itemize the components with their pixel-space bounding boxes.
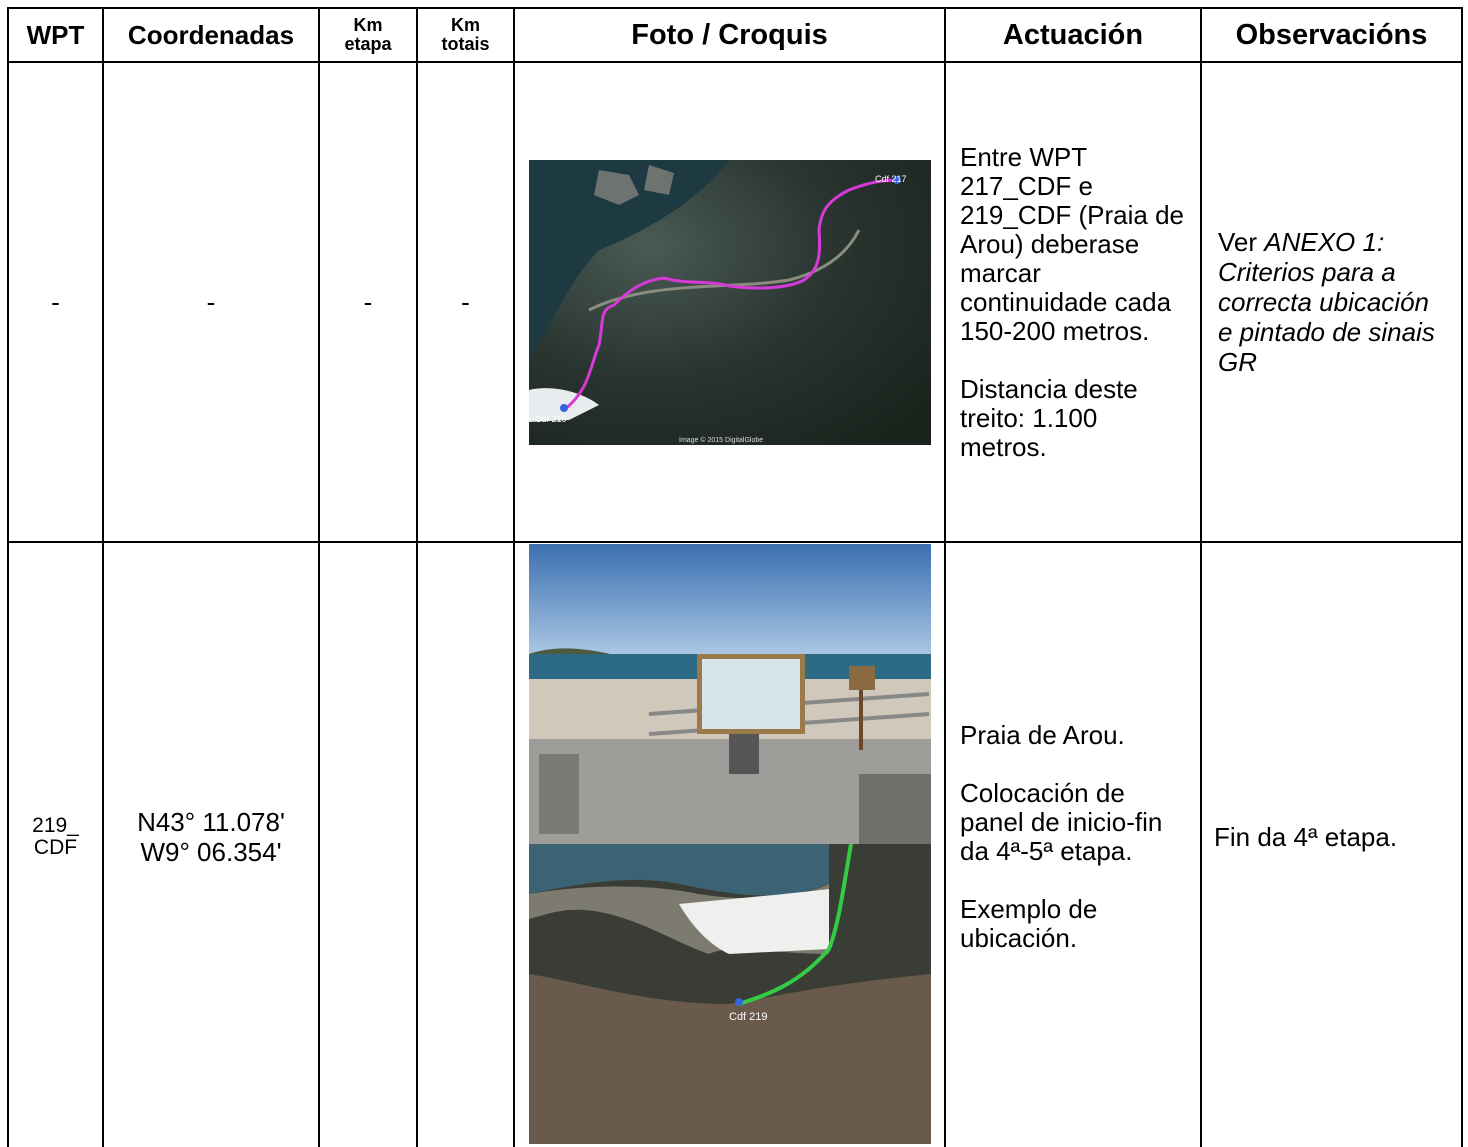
- route-map: Cdf 217 Cdf 219 Image © 2015 DigitalGlob…: [529, 159, 931, 445]
- cell: -: [7, 61, 104, 543]
- photo-cell: Cdf 219: [513, 541, 946, 1147]
- cell: [416, 541, 515, 1147]
- map-label: Cdf 219: [729, 1011, 768, 1023]
- map-label: Cdf 219: [535, 414, 567, 424]
- header-cell: WPT: [7, 7, 104, 63]
- cell: Fin da 4ª etapa.: [1200, 541, 1463, 1147]
- page: WPT Coordenadas Km etapa Km totais Foto / …: [7, 7, 1463, 1147]
- header-cell: Observacións: [1200, 7, 1463, 63]
- header-text: totais: [441, 34, 490, 54]
- route-map: Cdf 219: [529, 844, 931, 1144]
- header-cell: Km etapa: [318, 7, 418, 63]
- header-text: Km: [353, 15, 383, 35]
- row: - - - - Cdf 217 Cdf 219 Image © 2015 Dig…: [7, 61, 1463, 543]
- cell: Entre WPT 217_CDF e 219_CDF (Praia de Ar…: [944, 61, 1202, 543]
- header-cell: Actuación: [944, 7, 1202, 63]
- paragraph: Distancia deste treito: 1.100 metros.: [960, 373, 1138, 462]
- text: Ver: [1218, 227, 1265, 257]
- map-label: Image © 2015 DigitalGlobe: [679, 436, 763, 444]
- cell: -: [416, 61, 515, 543]
- header-cell: Foto / Croquis: [513, 7, 946, 63]
- cell: N43° 11.078' W9° 06.354': [102, 541, 320, 1147]
- cell: 219_ CDF: [7, 541, 104, 1147]
- photo-cell: Cdf 217 Cdf 219 Image © 2015 DigitalGlob…: [513, 61, 946, 543]
- header-cell: Km totais: [416, 7, 515, 63]
- header-text: etapa: [344, 34, 392, 54]
- cell: Ver ANEXO 1: Criterios para a correcta u…: [1200, 61, 1463, 543]
- paragraph: Entre WPT 217_CDF e 219_CDF (Praia de Ar…: [960, 141, 1184, 346]
- row: 219_ CDF N43° 11.078' W9° 06.354' Cdf 219 …: [7, 541, 1463, 1147]
- text: N43° 11.078': [137, 807, 285, 837]
- cell: -: [102, 61, 320, 543]
- paragraph: Exemplo de ubicación.: [960, 894, 1098, 953]
- header-cell: Coordenadas: [102, 7, 320, 63]
- waypoint-table: WPT Coordenadas Km etapa Km totais Foto / …: [7, 7, 1463, 1147]
- photo: [529, 544, 931, 844]
- text: 219_: [32, 814, 79, 837]
- cell: Praia de Arou. Colocación de panel de ini…: [944, 541, 1202, 1147]
- cell: [318, 541, 418, 1147]
- cell: -: [318, 61, 418, 543]
- text: CDF: [33, 836, 78, 859]
- text: ANEXO 1: Criterios para a correcta ubica…: [1218, 227, 1435, 377]
- header-row: WPT Coordenadas Km etapa Km totais Foto / …: [7, 7, 1463, 63]
- paragraph: Praia de Arou.: [960, 720, 1125, 750]
- text: W9° 06.354': [140, 837, 282, 867]
- paragraph: Colocación de panel de inicio-fin da 4ª-…: [960, 778, 1163, 866]
- map-label: Cdf 217: [875, 174, 907, 184]
- header-text: Km: [450, 15, 480, 35]
